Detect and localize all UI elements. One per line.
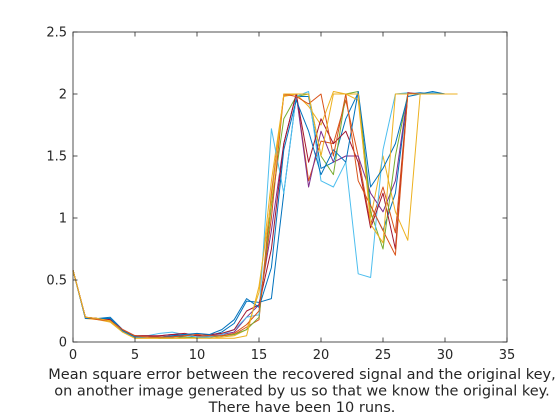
x-tick-label: 10: [189, 348, 206, 363]
x-tick-label: 20: [313, 348, 330, 363]
x-tick-label: 5: [131, 348, 139, 363]
x-tick-label: 25: [375, 348, 392, 363]
series-line-8: [72, 91, 458, 338]
y-tick-label: 2.5: [46, 26, 67, 41]
x-axis-label: Mean square error between the recovered …: [48, 367, 555, 416]
x-tick-label: 30: [437, 348, 454, 363]
x-axis-label-line-1: Mean square error between the recovered …: [48, 367, 555, 383]
series-line-9: [72, 93, 458, 338]
y-tick-label: 0.5: [46, 274, 67, 289]
y-tick-label: 1.5: [46, 150, 67, 165]
x-tick-label: 35: [499, 348, 516, 363]
plot-area: [73, 32, 507, 342]
plot-background: [73, 32, 507, 342]
y-tick-label: 2: [59, 88, 67, 103]
series-layer: [72, 91, 458, 339]
x-axis-label-line-2: on another image generated by us so that…: [54, 384, 550, 400]
x-tick-label: 15: [251, 348, 268, 363]
axes-layer: 0 5 10 15 20 25 30 35 0 0.5 1 1.5 2 2.5: [46, 26, 515, 364]
axes-box: [72, 31, 508, 343]
y-tick-label: 0: [59, 336, 67, 351]
y-tick-label: 1: [59, 212, 67, 227]
x-axis-label-line-3: There have been 10 runs.: [208, 400, 396, 416]
series-line-10: [72, 93, 458, 339]
x-tick-label: 0: [69, 348, 77, 363]
